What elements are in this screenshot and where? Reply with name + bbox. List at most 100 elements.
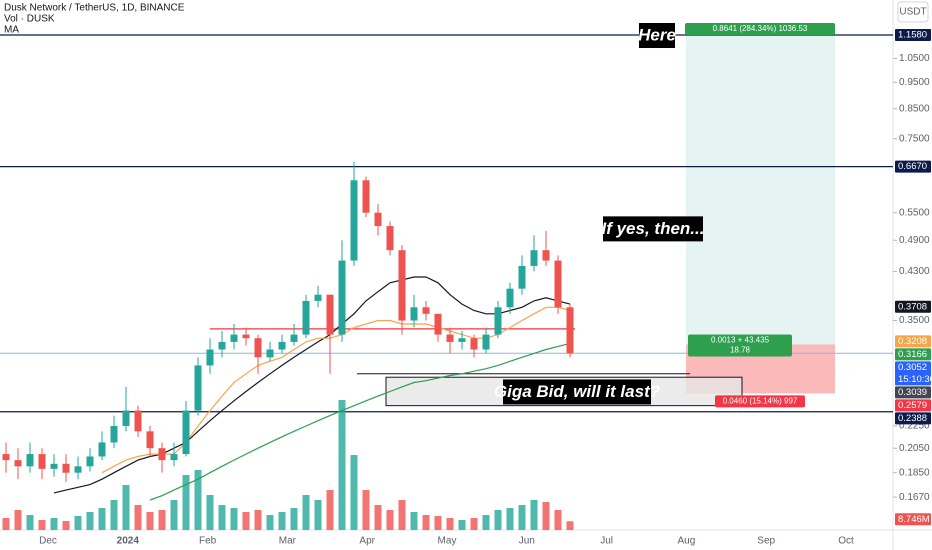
volume-tag-label: 8.746M bbox=[898, 514, 930, 525]
volume-bar bbox=[134, 505, 142, 530]
y-tick-label: 0.8500 bbox=[899, 103, 930, 114]
candle-body bbox=[518, 265, 526, 289]
candle-body bbox=[182, 410, 190, 455]
position-entry-label: 0.0013 + 43.435 bbox=[711, 336, 770, 345]
y-tick-label: 0.1670 bbox=[899, 492, 930, 503]
price-tag-label: 0.3039 bbox=[898, 387, 927, 398]
y-tick-label: 0.2050 bbox=[899, 443, 930, 454]
volume-bar bbox=[434, 516, 442, 530]
x-tick-label: Apr bbox=[359, 536, 375, 547]
candle-body bbox=[38, 454, 46, 469]
volume-tag bbox=[895, 513, 931, 526]
volume-bar bbox=[230, 508, 238, 530]
candle-body bbox=[266, 349, 274, 358]
currency-button[interactable] bbox=[897, 1, 929, 23]
candle-body bbox=[482, 334, 490, 350]
candle-body bbox=[302, 300, 310, 335]
price-tag bbox=[895, 399, 931, 412]
volume-bar bbox=[338, 400, 346, 530]
candle-body bbox=[86, 456, 94, 467]
volume-bar bbox=[506, 508, 514, 530]
candle-body bbox=[146, 431, 154, 449]
x-tick-label: Mar bbox=[279, 536, 297, 547]
y-tick-label: 0.5500 bbox=[899, 207, 930, 218]
x-tick-label: Jun bbox=[519, 536, 535, 547]
volume-bar bbox=[206, 495, 214, 530]
position-entry-label: 18.78 bbox=[730, 346, 751, 355]
annotation-text: Giga Bid, will it last? bbox=[494, 382, 661, 401]
price-tag-label: 0.3166 bbox=[898, 349, 927, 360]
candle-body bbox=[410, 307, 418, 321]
legend-line: MA bbox=[4, 25, 19, 36]
moving-average bbox=[101, 306, 571, 474]
target-zone bbox=[686, 35, 835, 345]
price-tag-label: 0.3208 bbox=[898, 336, 927, 347]
price-tag-label: 0.2388 bbox=[898, 413, 927, 424]
price-tag bbox=[895, 300, 931, 313]
candle-body bbox=[278, 341, 286, 350]
price-tag-label: 1.1580 bbox=[898, 30, 927, 41]
volume-bar bbox=[326, 490, 334, 530]
volume-bar bbox=[26, 515, 34, 530]
position-target-label: 0.8641 (284.34%) 1036.53 bbox=[713, 24, 808, 33]
y-tick-label: 0.7500 bbox=[899, 133, 930, 144]
volume-bar bbox=[518, 505, 526, 530]
volume-bar bbox=[110, 500, 118, 530]
price-tag bbox=[895, 386, 931, 399]
volume-bar bbox=[2, 518, 10, 530]
candle-body bbox=[122, 410, 130, 426]
annotation-box bbox=[639, 23, 675, 49]
volume-bar bbox=[494, 510, 502, 530]
legend-line: Vol · DUSK bbox=[4, 14, 55, 25]
candle-body bbox=[386, 226, 394, 251]
volume-bar bbox=[122, 485, 130, 530]
candle-body bbox=[134, 410, 142, 432]
candle-body bbox=[398, 250, 406, 321]
candle-body bbox=[338, 260, 346, 335]
volume-bar bbox=[290, 508, 298, 530]
candle-body bbox=[98, 442, 106, 457]
volume-bar bbox=[422, 515, 430, 530]
price-tag bbox=[895, 412, 931, 425]
candle-body bbox=[446, 334, 454, 342]
price-tag bbox=[895, 335, 931, 348]
volume-bar bbox=[86, 512, 94, 530]
price-tag-label: 0.3052 bbox=[898, 362, 927, 373]
volume-bar bbox=[398, 500, 406, 530]
candle-body bbox=[458, 338, 466, 342]
volume-bar bbox=[266, 515, 274, 530]
candle-body bbox=[254, 338, 262, 358]
volume-bar bbox=[458, 520, 466, 530]
volume-bar bbox=[170, 500, 178, 530]
candle-body bbox=[2, 454, 10, 461]
candle-body bbox=[194, 365, 202, 411]
price-tag bbox=[895, 361, 931, 386]
volume-bar bbox=[182, 475, 190, 530]
candle-body bbox=[434, 313, 442, 335]
candle-body bbox=[206, 349, 214, 366]
price-tag bbox=[895, 29, 931, 42]
x-tick-label: Oct bbox=[838, 536, 854, 547]
candle-body bbox=[158, 448, 166, 461]
volume-bar bbox=[62, 521, 70, 530]
candle-body bbox=[494, 307, 502, 335]
volume-bar bbox=[482, 515, 490, 530]
position-label-box bbox=[688, 334, 792, 357]
volume-bar bbox=[314, 500, 322, 530]
moving-average bbox=[53, 276, 571, 494]
volume-bar bbox=[530, 500, 538, 530]
volume-bar bbox=[386, 510, 394, 530]
volume-bar bbox=[278, 512, 286, 530]
volume-bar bbox=[254, 510, 262, 530]
price-tag bbox=[895, 160, 931, 173]
candle-body bbox=[374, 212, 382, 227]
candle-body bbox=[218, 341, 226, 350]
candle-body bbox=[50, 463, 58, 469]
price-tag bbox=[895, 348, 931, 361]
y-tick-label: 0.1850 bbox=[899, 467, 930, 478]
annotation-text: If yes, then... bbox=[602, 219, 705, 238]
x-tick-label: Jul bbox=[600, 536, 613, 547]
volume-bar bbox=[242, 512, 250, 530]
